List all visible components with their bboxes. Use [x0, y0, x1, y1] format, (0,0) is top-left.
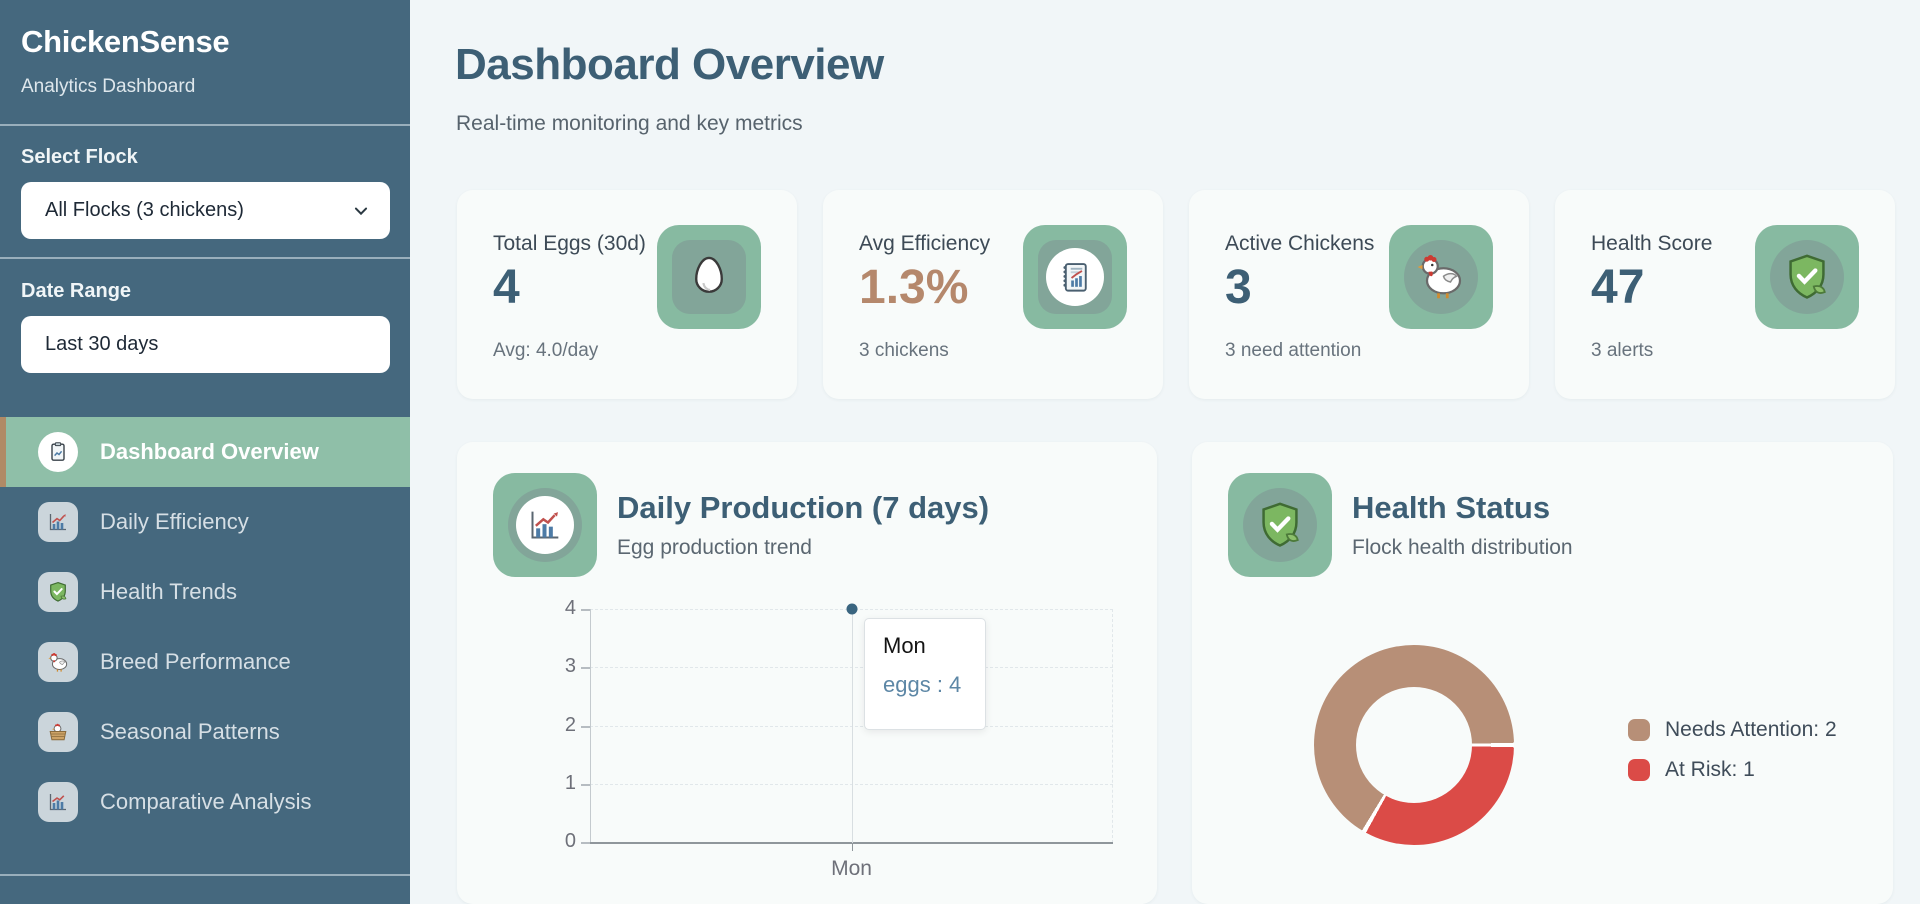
chart-subtitle: Flock health distribution: [1352, 536, 1573, 559]
sidebar-item-label: Seasonal Patterns: [100, 719, 280, 744]
chart-title: Daily Production (7 days): [617, 490, 990, 525]
date-range-label: Date Range: [21, 280, 132, 302]
tooltip-title: Mon: [883, 633, 926, 658]
stat-caption: Avg: 4.0/day: [493, 340, 599, 361]
stat-caption: 3 chickens: [859, 340, 949, 361]
chart-compare-icon: [38, 782, 78, 822]
sidebar-item-health-trends[interactable]: Health Trends: [0, 557, 410, 627]
stat-card-health-score: Health Score 47 3 alerts: [1555, 190, 1895, 399]
daily-production-card: Daily Production (7 days) Egg production…: [457, 442, 1157, 904]
stat-card-avg-efficiency: Avg Efficiency 1.3% 3 chickens: [823, 190, 1163, 399]
sidebar-item-seasonal-patterns[interactable]: Seasonal Patterns: [0, 697, 410, 767]
flock-select-label: Select Flock: [21, 146, 138, 168]
stat-value: 1.3%: [859, 261, 969, 314]
sidebar-item-label: Dashboard Overview: [100, 439, 319, 464]
sidebar-item-breed-performance[interactable]: Breed Performance: [0, 627, 410, 697]
legend-swatch: [1628, 719, 1650, 741]
sidebar: ChickenSense Analytics Dashboard Select …: [0, 0, 410, 904]
sidebar-item-comparative-analysis[interactable]: Comparative Analysis: [0, 767, 410, 837]
sidebar-item-daily-efficiency[interactable]: Daily Efficiency: [0, 487, 410, 557]
gridline: [1112, 609, 1113, 843]
sidebar-item-dashboard-overview[interactable]: Dashboard Overview: [0, 417, 410, 487]
chicken-icon: [1389, 225, 1493, 329]
sidebar-divider: [0, 257, 410, 259]
app-title: ChickenSense: [21, 24, 230, 59]
stat-value: 4: [493, 261, 520, 314]
clipboard-chart-icon: [38, 432, 78, 472]
stat-card-active-chickens: Active Chickens 3 3 need attention: [1189, 190, 1529, 399]
production-plot[interactable]: 4 3 2 1 0 Mon Mon eggs : 4: [565, 597, 1113, 880]
page-subtitle: Real-time monitoring and key metrics: [456, 112, 803, 135]
sidebar-item-label: Breed Performance: [100, 649, 291, 674]
y-tick: [581, 784, 590, 786]
x-tick-label: Mon: [831, 857, 872, 880]
shield-leaf-icon: [1228, 473, 1332, 577]
sidebar-nav: Dashboard Overview Daily Efficiency: [0, 417, 410, 837]
flock-select-value: All Flocks (3 chickens): [45, 199, 244, 221]
flock-select[interactable]: All Flocks (3 chickens): [21, 182, 390, 239]
date-range-value: Last 30 days: [45, 333, 159, 355]
nesting-chicken-icon: [38, 712, 78, 752]
y-tick: [581, 667, 590, 669]
y-tick-label: 2: [564, 714, 576, 736]
chicken-icon: [38, 642, 78, 682]
chart-tooltip: Mon eggs : 4: [864, 618, 986, 730]
tooltip-pointer-line: [851, 614, 853, 843]
y-tick: [581, 842, 590, 844]
egg-icon: [657, 225, 761, 329]
y-tick-label: 4: [564, 597, 576, 619]
shield-leaf-icon: [1755, 225, 1859, 329]
sidebar-divider: [0, 874, 410, 876]
data-point[interactable]: [846, 603, 857, 615]
y-tick: [581, 726, 590, 728]
stat-label: Total Eggs (30d): [493, 232, 646, 255]
sidebar-item-label: Comparative Analysis: [100, 789, 312, 814]
y-axis: [590, 609, 591, 843]
date-range-input[interactable]: Last 30 days: [21, 316, 390, 373]
sidebar-divider: [0, 124, 410, 126]
stat-label: Active Chickens: [1225, 232, 1375, 255]
chevron-down-icon: [352, 202, 370, 220]
legend-swatch: [1628, 759, 1650, 781]
stat-caption: 3 alerts: [1591, 340, 1654, 361]
legend-label: At Risk: 1: [1665, 758, 1755, 781]
legend-item-needs-attention[interactable]: Needs Attention: 2: [1628, 718, 1837, 741]
sidebar-item-label: Daily Efficiency: [100, 509, 249, 534]
chart-increasing-icon: [38, 502, 78, 542]
stat-caption: 3 need attention: [1225, 340, 1362, 361]
legend-label: Needs Attention: 2: [1665, 718, 1837, 741]
chart-title: Health Status: [1352, 490, 1551, 525]
ledger-chart-icon: [1023, 225, 1127, 329]
stat-label: Health Score: [1591, 232, 1713, 255]
legend-item-at-risk[interactable]: At Risk: 1: [1628, 758, 1837, 781]
y-tick-label: 3: [564, 655, 576, 677]
sidebar-item-label: Health Trends: [100, 579, 237, 604]
stat-label: Avg Efficiency: [859, 232, 991, 255]
y-tick-label: 1: [564, 772, 576, 794]
page-title: Dashboard Overview: [455, 40, 884, 89]
chart-increasing-icon: [493, 473, 597, 577]
chart-subtitle: Egg production trend: [617, 536, 812, 559]
y-tick: [581, 609, 590, 611]
x-tick: [851, 843, 853, 851]
shield-leaf-icon: [38, 572, 78, 612]
health-status-card: Health Status Flock health distribution …: [1192, 442, 1893, 904]
donut-legend: Needs Attention: 2 At Risk: 1: [1628, 718, 1837, 799]
y-tick-label: 0: [564, 830, 576, 852]
donut-hole: [1356, 687, 1472, 803]
stat-value: 3: [1225, 261, 1252, 314]
tooltip-value: eggs : 4: [883, 672, 962, 697]
app-subtitle: Analytics Dashboard: [21, 76, 196, 97]
stat-value: 47: [1591, 261, 1645, 314]
health-donut-chart[interactable]: [1314, 645, 1514, 845]
stat-card-total-eggs: Total Eggs (30d) 4 Avg: 4.0/day: [457, 190, 797, 399]
